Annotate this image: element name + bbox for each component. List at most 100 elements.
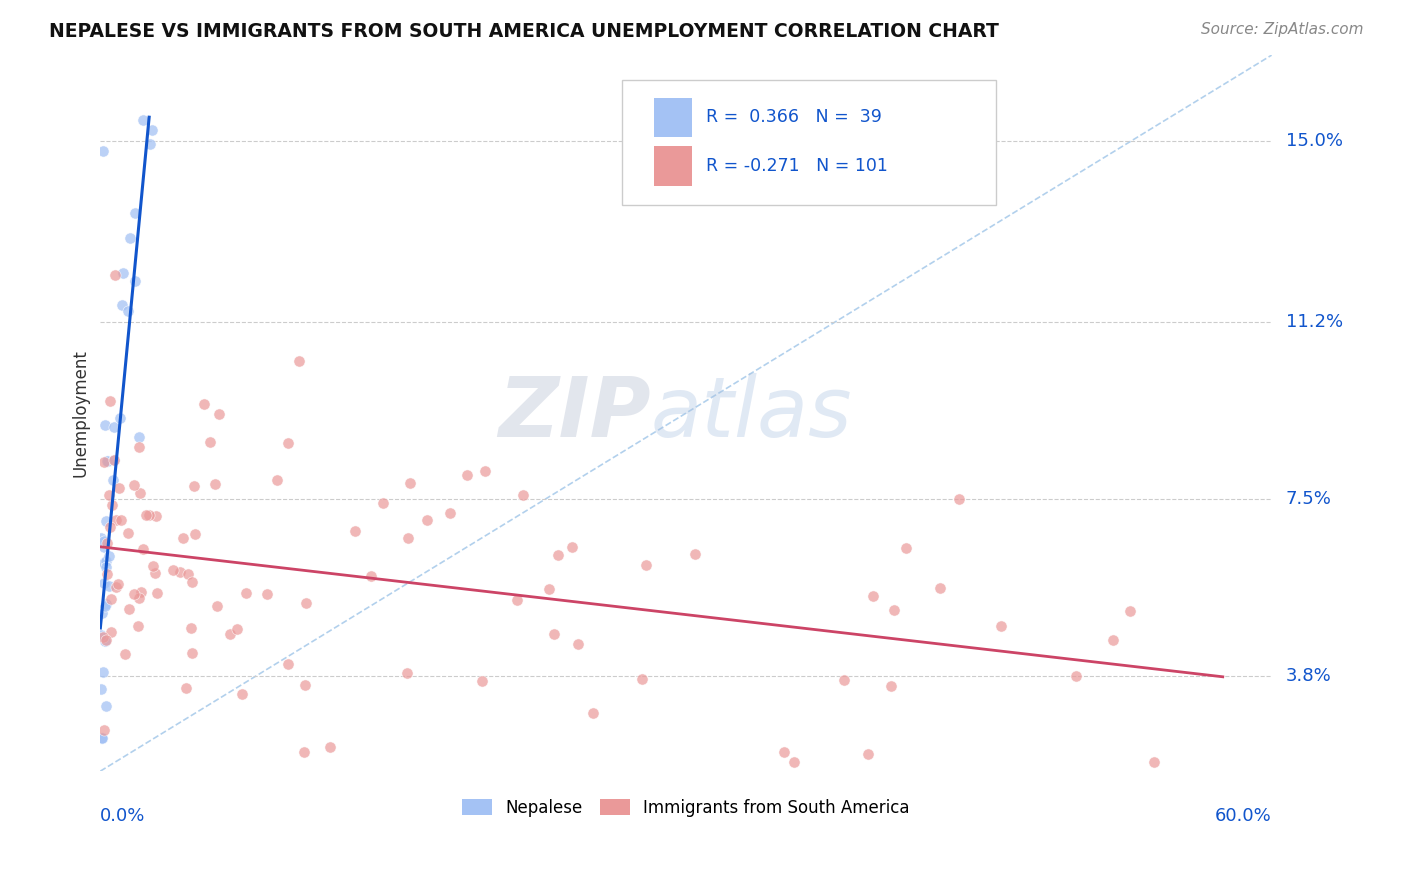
Point — [94, 698, 117, 713]
Point — [344, 524, 367, 538]
Point — [93, 540, 115, 554]
Text: NEPALESE VS IMMIGRANTS FROM SOUTH AMERICA UNEMPLOYMENT CORRELATION CHART: NEPALESE VS IMMIGRANTS FROM SOUTH AMERIC… — [49, 22, 1000, 41]
Point — [177, 567, 200, 582]
Point — [91, 144, 114, 158]
Point — [471, 674, 494, 689]
Point — [948, 491, 970, 506]
FancyBboxPatch shape — [621, 80, 997, 205]
Point — [93, 534, 115, 549]
Point — [360, 569, 382, 583]
Text: 7.5%: 7.5% — [1285, 490, 1331, 508]
Point — [94, 599, 117, 613]
Point — [231, 687, 253, 701]
Point — [105, 513, 128, 527]
Point — [90, 731, 112, 745]
Point — [1142, 755, 1164, 769]
Point — [103, 453, 125, 467]
Point — [90, 628, 112, 642]
Point — [235, 586, 257, 600]
Point — [96, 567, 118, 582]
Point — [883, 603, 905, 617]
Point — [474, 464, 496, 478]
Point — [94, 514, 117, 528]
Point — [582, 706, 605, 720]
Point — [110, 513, 132, 527]
Point — [94, 418, 117, 433]
Point — [183, 479, 205, 493]
FancyBboxPatch shape — [654, 146, 692, 186]
Point — [146, 585, 169, 599]
Text: 0.0%: 0.0% — [100, 807, 146, 825]
Point — [98, 579, 121, 593]
Point — [108, 411, 131, 425]
Point — [506, 592, 529, 607]
Point — [208, 407, 231, 421]
Point — [98, 549, 121, 563]
Point — [111, 298, 134, 312]
Point — [96, 559, 118, 574]
Point — [547, 548, 569, 562]
Point — [193, 396, 215, 410]
Point — [135, 508, 157, 522]
Text: 60.0%: 60.0% — [1215, 807, 1271, 825]
Point — [416, 513, 439, 527]
Point — [880, 679, 903, 693]
Point — [226, 622, 249, 636]
Point — [93, 630, 115, 644]
Point — [783, 755, 806, 769]
Point — [218, 627, 240, 641]
Point — [93, 665, 115, 679]
Point — [990, 619, 1012, 633]
FancyBboxPatch shape — [654, 98, 692, 137]
Point — [94, 554, 117, 568]
Point — [98, 487, 121, 501]
Point — [127, 619, 149, 633]
Point — [103, 419, 125, 434]
Point — [128, 430, 150, 444]
Point — [396, 531, 419, 545]
Point — [124, 275, 146, 289]
Point — [176, 681, 198, 696]
Point — [91, 731, 114, 745]
Point — [894, 541, 917, 556]
Point — [117, 304, 139, 318]
Point — [169, 565, 191, 579]
Point — [180, 621, 202, 635]
Point — [93, 556, 115, 570]
Point — [543, 627, 565, 641]
Text: 3.8%: 3.8% — [1285, 666, 1331, 685]
Point — [371, 496, 394, 510]
Point — [277, 436, 299, 450]
Point — [439, 506, 461, 520]
Point — [139, 136, 162, 151]
Point — [292, 745, 315, 759]
Point — [685, 547, 707, 561]
Point — [129, 584, 152, 599]
Point — [200, 434, 222, 449]
Text: 11.2%: 11.2% — [1285, 313, 1343, 332]
Text: Source: ZipAtlas.com: Source: ZipAtlas.com — [1201, 22, 1364, 37]
Point — [1066, 668, 1088, 682]
Text: ZIP: ZIP — [498, 373, 651, 454]
Point — [128, 441, 150, 455]
Point — [399, 475, 422, 490]
Point — [100, 625, 122, 640]
Point — [561, 540, 583, 554]
Text: atlas: atlas — [651, 373, 852, 454]
Point — [100, 592, 122, 607]
Point — [1102, 633, 1125, 648]
Point — [128, 591, 150, 605]
Point — [122, 587, 145, 601]
Point — [162, 563, 184, 577]
Point — [98, 394, 121, 409]
Point — [631, 672, 654, 686]
Point — [1119, 604, 1142, 618]
Point — [205, 599, 228, 614]
Point — [107, 577, 129, 591]
Point — [124, 206, 146, 220]
Point — [96, 453, 118, 467]
Text: 15.0%: 15.0% — [1285, 132, 1343, 150]
Point — [93, 455, 115, 469]
Point — [538, 582, 561, 596]
Point — [100, 498, 122, 512]
